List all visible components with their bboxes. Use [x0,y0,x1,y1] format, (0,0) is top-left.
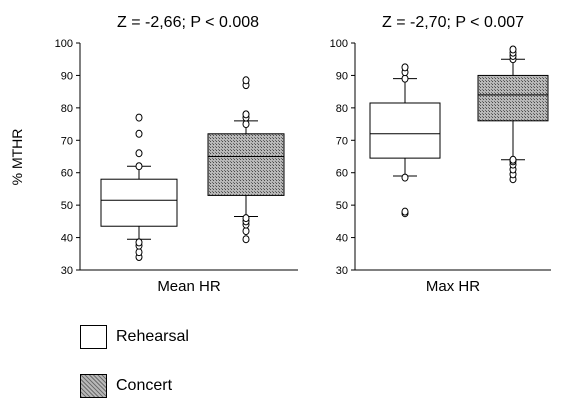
y-tick-label: 60 [61,168,73,180]
y-tick-label: 30 [336,265,348,277]
box-concert [207,133,285,196]
y-tick-label: 100 [55,38,73,50]
chart-title: Z = -2,66; P < 0.008 [117,14,259,31]
y-tick-label: 60 [336,168,348,180]
outlier-point-concert [509,155,517,164]
y-tick-label: 70 [61,135,73,147]
outlier-point-rehearsal [401,74,409,83]
y-tick-label: 80 [61,103,73,115]
outlier-point-concert [242,120,250,129]
box-rehearsal [100,178,178,227]
chart-title: Z = -2,70; P < 0.007 [382,14,524,31]
outlier-point-concert [242,227,250,236]
x-axis-label: Max HR [426,278,480,295]
outlier-point-rehearsal [401,173,409,182]
y-tick-label: 70 [336,135,348,147]
outlier-point-concert [242,76,250,85]
legend-swatch-concert [80,374,107,398]
y-tick-label: 50 [61,200,73,212]
outlier-point-concert [242,110,250,119]
y-tick-label: 40 [61,233,73,245]
y-tick-label: 80 [336,103,348,115]
y-tick-label: 100 [330,38,348,50]
outlier-point-rehearsal [401,63,409,72]
outlier-point-concert [509,45,517,54]
outlier-point-rehearsal [135,149,143,158]
y-axis-label: % MTHR [9,129,25,186]
outlier-point-concert [242,214,250,223]
legend-label-concert: Concert [116,377,173,394]
outlier-point-rehearsal [135,129,143,138]
legend-item-concert: Concert [80,374,172,398]
y-tick-label: 90 [61,70,73,82]
outlier-point-rehearsal [135,248,143,257]
outlier-point-rehearsal [135,162,143,171]
y-tick-label: 90 [336,70,348,82]
y-tick-label: 50 [336,200,348,212]
legend-item-rehearsal: Rehearsal [80,325,189,349]
outlier-point-rehearsal [135,113,143,122]
y-tick-label: 40 [336,233,348,245]
y-tick-label: 30 [61,265,73,277]
panel-max-hr: Z = -2,70; P < 0.007 30 40 50 60 70 80 90 100 Max… [330,14,551,295]
outlier-point-concert [242,235,250,244]
box-concert [477,74,549,122]
legend-swatch-rehearsal [80,325,107,349]
x-axis-label: Mean HR [157,278,221,295]
outlier-point-rehearsal [135,238,143,247]
legend-label-rehearsal: Rehearsal [116,328,189,345]
panel-mean-hr: Z = -2,66; P < 0.008 30 40 50 60 70 80 90 100 Mea… [55,14,298,295]
outlier-point-rehearsal [401,207,409,216]
box-rehearsal [369,102,441,159]
